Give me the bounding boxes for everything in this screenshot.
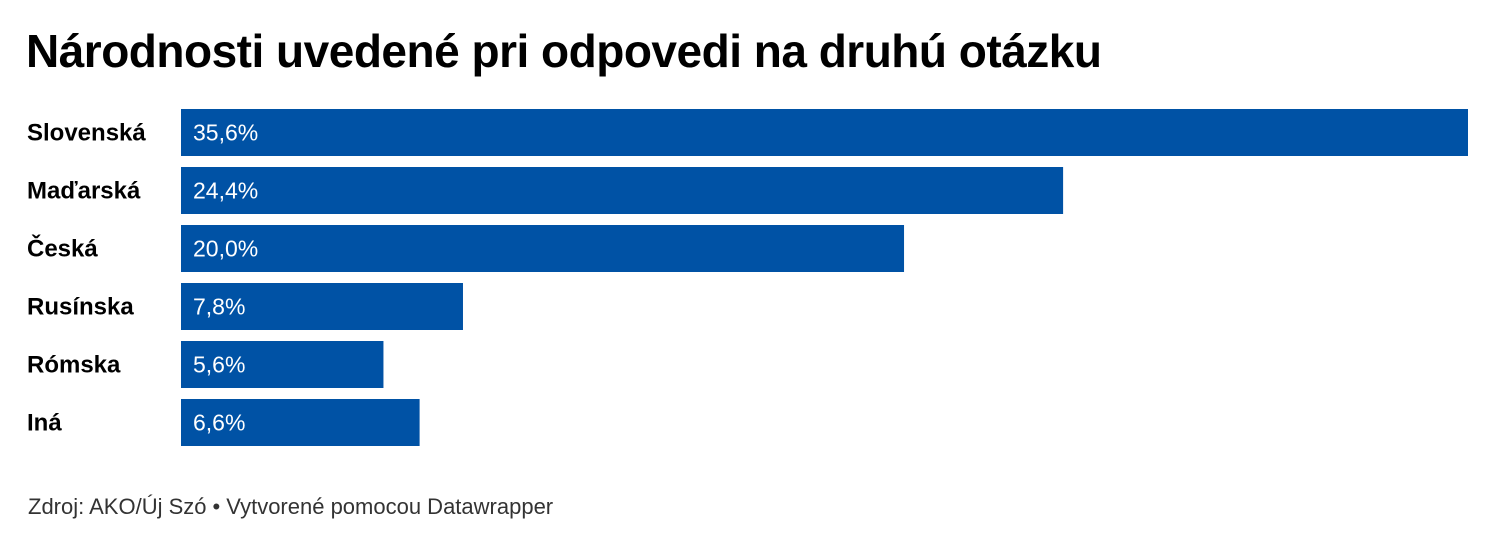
category-label: Maďarská xyxy=(27,178,141,205)
chart-title: Národnosti uvedené pri odpovedi na druhú… xyxy=(26,25,1102,77)
bar xyxy=(181,225,905,272)
bar xyxy=(181,109,1468,156)
value-label: 7,8% xyxy=(193,294,245,320)
bar xyxy=(181,341,384,388)
value-label: 20,0% xyxy=(193,236,258,262)
credit-text: Vytvorené pomocou Datawrapper xyxy=(226,494,554,519)
source-text: Zdroj: AKO/Új Szó xyxy=(28,494,207,519)
separator-dot: • xyxy=(212,494,221,519)
value-label: 35,6% xyxy=(193,120,258,146)
source-line: Zdroj: AKO/Új Szó • Vytvorené pomocou Data… xyxy=(28,494,553,520)
category-label: Česká xyxy=(27,235,98,263)
category-label: Rómska xyxy=(27,352,121,379)
category-label: Rusínska xyxy=(27,294,134,321)
value-label: 6,6% xyxy=(193,410,245,436)
value-label: 24,4% xyxy=(193,178,258,204)
bar xyxy=(181,167,1064,214)
bar xyxy=(181,283,463,330)
bar xyxy=(181,399,420,446)
category-label: Slovenská xyxy=(27,120,146,147)
category-label: Iná xyxy=(27,410,62,437)
value-label: 5,6% xyxy=(193,352,245,378)
